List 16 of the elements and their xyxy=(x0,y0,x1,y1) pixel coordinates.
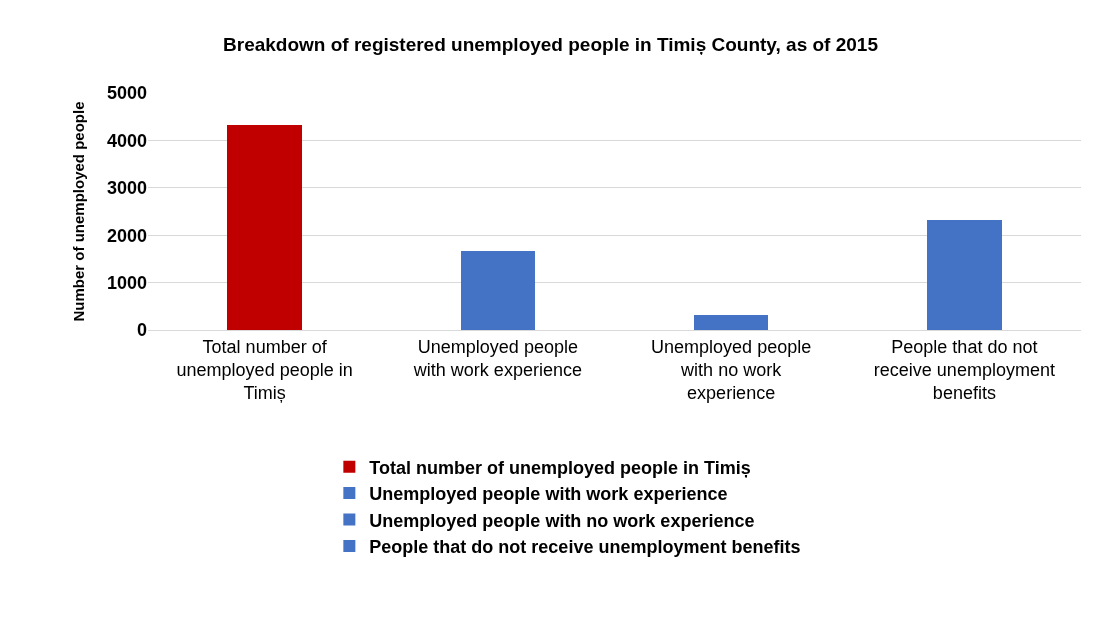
y-tick-label: 5000 xyxy=(106,83,147,104)
y-tick-label: 0 xyxy=(136,320,147,341)
legend-label: People that do not receive unemployment benefits xyxy=(369,536,801,557)
y-tick-label: 1000 xyxy=(106,272,147,293)
x-tick-label: Unemployed people with no work experience xyxy=(651,336,812,404)
y-tick-label: 4000 xyxy=(106,130,147,151)
x-tick-label: People that do not receive unemployment benefits xyxy=(873,336,1055,404)
legend-label: Unemployed people with work experience xyxy=(369,484,728,505)
legend-label: Total number of unemployed people in Timiș xyxy=(369,457,751,478)
legend-label: Unemployed people with no work experience xyxy=(369,510,755,531)
x-tick-label: Unemployed people with work experience xyxy=(412,336,582,380)
y-tick-label: 2000 xyxy=(106,225,147,246)
y-axis-title: Number of unemployed people xyxy=(70,101,88,322)
chart-title: Breakdown of registered unemployed people in Timiș County, as of 2015 xyxy=(223,34,879,56)
y-tick-label: 3000 xyxy=(106,178,147,199)
x-tick-label: Total number of unemployed people in Timiș xyxy=(176,336,353,404)
